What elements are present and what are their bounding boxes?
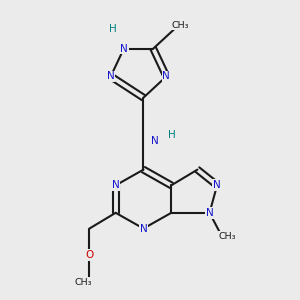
Text: N: N — [107, 71, 115, 81]
Text: O: O — [85, 250, 94, 260]
Text: H: H — [109, 24, 116, 34]
Text: N: N — [140, 224, 147, 233]
Text: N: N — [213, 180, 221, 190]
Text: N: N — [206, 208, 213, 218]
Text: N: N — [120, 44, 128, 54]
Text: CH₃: CH₃ — [75, 278, 92, 287]
Text: H: H — [168, 130, 176, 140]
Text: N: N — [151, 136, 159, 146]
Text: CH₃: CH₃ — [172, 20, 189, 29]
Text: CH₃: CH₃ — [219, 232, 236, 241]
Text: N: N — [163, 71, 170, 81]
Text: N: N — [112, 180, 119, 190]
